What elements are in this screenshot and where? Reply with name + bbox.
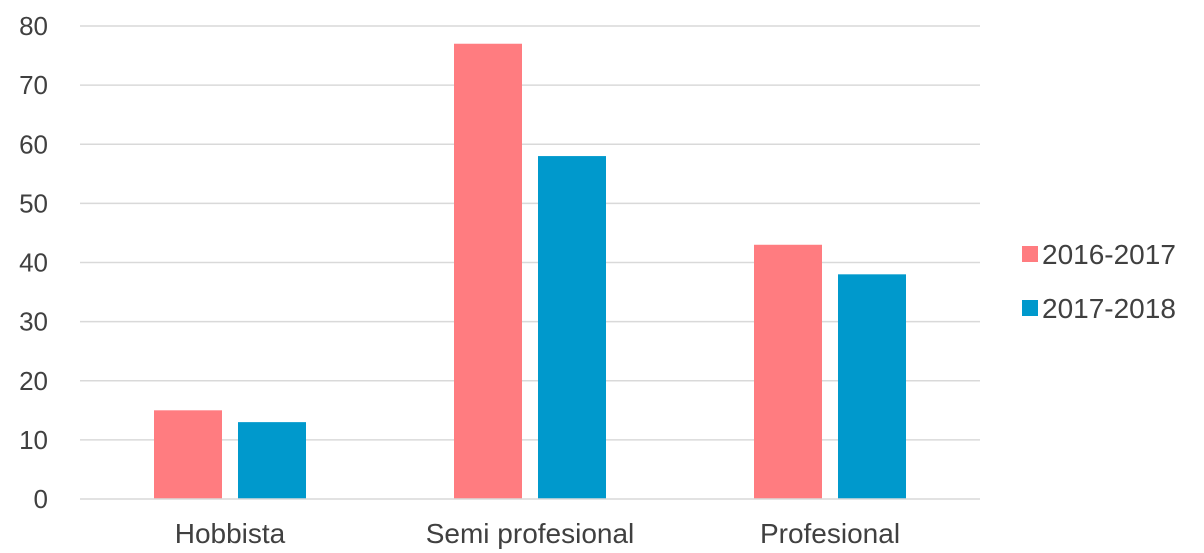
x-category-label: Profesional — [760, 518, 900, 549]
bar-2016-2017-hobbista — [154, 410, 222, 499]
bar-2017-2018-profesional — [838, 274, 906, 499]
y-tick-label: 40 — [19, 248, 48, 278]
y-tick-label: 30 — [19, 307, 48, 337]
bar-2016-2017-semi-profesional — [454, 43, 522, 500]
legend-label: 2016-2017 — [1042, 239, 1176, 270]
x-category-label: Semi profesional — [426, 518, 635, 549]
bar-2016-2017-profesional — [754, 244, 822, 499]
y-tick-label: 0 — [34, 484, 48, 514]
x-category-label: Hobbista — [175, 518, 286, 549]
bars — [154, 43, 906, 500]
legend: 2016-2017 2017-2018 — [1022, 239, 1176, 324]
legend-swatch — [1022, 300, 1038, 316]
y-tick-label: 50 — [19, 188, 48, 218]
y-tick-label: 20 — [19, 366, 48, 396]
y-tick-label: 70 — [19, 70, 48, 100]
gridlines — [80, 25, 980, 441]
y-tick-label: 80 — [19, 11, 48, 41]
y-tick-label: 10 — [19, 425, 48, 455]
legend-swatch — [1022, 246, 1038, 262]
y-axis-tick-labels: 0 10 20 30 40 50 60 70 80 — [19, 11, 48, 514]
bar-2017-2018-hobbista — [238, 422, 306, 499]
bar-2017-2018-semi-profesional — [538, 156, 606, 499]
x-axis-category-labels: Hobbista Semi profesional Profesional — [175, 518, 900, 549]
legend-label: 2017-2018 — [1042, 293, 1176, 324]
y-tick-label: 60 — [19, 129, 48, 159]
